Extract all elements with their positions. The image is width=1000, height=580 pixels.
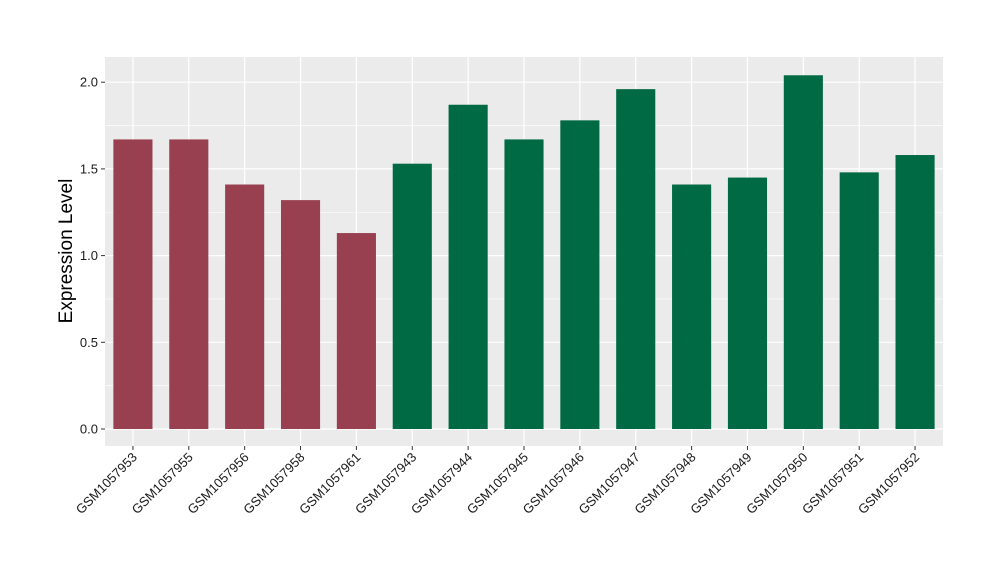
- y-axis-title: Expression Level: [56, 179, 77, 324]
- bar-GSM1057953: [113, 139, 153, 429]
- y-tick-label: 0.5: [80, 335, 98, 350]
- bar-GSM1057946: [560, 120, 600, 430]
- bar-GSM1057951: [839, 172, 879, 430]
- bar-GSM1057955: [169, 139, 209, 429]
- y-axis-ticks: 0.0 0.5 1.0 1.5 2.0: [80, 75, 105, 437]
- y-tick-label: 0.0: [80, 422, 98, 437]
- bar-GSM1057944: [448, 104, 488, 429]
- bar-GSM1057952: [895, 155, 935, 429]
- bar-GSM1057958: [280, 200, 321, 429]
- bar-GSM1057948: [672, 184, 712, 429]
- y-tick-label: 1.5: [80, 161, 98, 176]
- bar-GSM1057949: [727, 177, 768, 429]
- y-tick-label: 1.0: [80, 248, 98, 263]
- bars: [113, 75, 935, 430]
- bar-GSM1057956: [225, 184, 265, 429]
- bar-GSM1057961: [336, 233, 376, 429]
- bar-GSM1057947: [616, 89, 656, 430]
- bar-GSM1057950: [783, 75, 823, 429]
- x-axis-ticks: GSM1057953GSM1057955GSM1057956GSM1057958…: [73, 446, 922, 517]
- bar-GSM1057943: [392, 163, 432, 429]
- bar-GSM1057945: [504, 139, 544, 429]
- y-tick-label: 2.0: [80, 75, 98, 90]
